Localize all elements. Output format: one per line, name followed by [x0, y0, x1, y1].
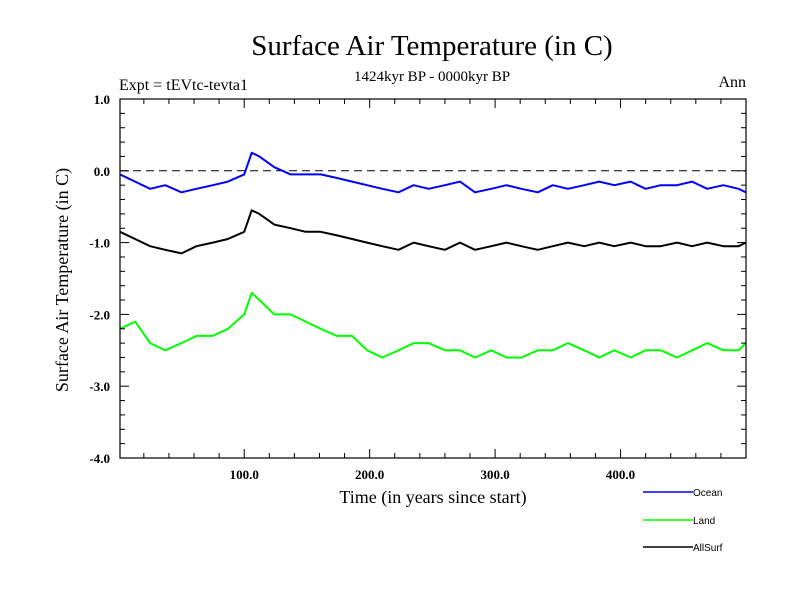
x-axis-label: Time (in years since start) [339, 487, 526, 508]
y-tick-label: -1.0 [89, 236, 110, 251]
legend: Ocean Land AllSurf [643, 488, 723, 554]
season-label: Ann [718, 74, 746, 91]
y-axis-ticks: 1.0 0.0 -1.0 -2.0 -3.0 -4.0 [89, 92, 746, 466]
x-tick-label: 400.0 [606, 467, 635, 482]
x-tick-label: 100.0 [230, 467, 259, 482]
legend-label-allsurf: AllSurf [693, 543, 723, 554]
x-tick-label: 300.0 [480, 467, 509, 482]
y-tick-label: -2.0 [89, 307, 110, 322]
chart-subtitle: 1424kyr BP - 0000kyr BP [354, 69, 510, 85]
y-tick-label: -4.0 [89, 451, 110, 466]
y-tick-label: 1.0 [94, 92, 110, 107]
series-line-ocean [119, 151, 747, 194]
legend-label-land: Land [693, 516, 715, 527]
experiment-label: Expt = tEVtc-tevta1 [119, 77, 248, 94]
x-tick-label: 200.0 [355, 467, 384, 482]
y-axis-label: Surface Air Temperature (in C) [52, 168, 73, 392]
plot-frame [119, 98, 747, 459]
series-lines [119, 151, 747, 359]
y-tick-label: -3.0 [89, 379, 110, 394]
x-axis-ticks: 100.0 200.0 300.0 400.0 [143, 99, 722, 482]
series-line-allsurf [119, 209, 747, 255]
chart-title: Surface Air Temperature (in C) [251, 30, 612, 62]
legend-label-ocean: Ocean [693, 488, 722, 499]
series-line-land [119, 291, 747, 359]
y-tick-label: 0.0 [94, 164, 110, 179]
